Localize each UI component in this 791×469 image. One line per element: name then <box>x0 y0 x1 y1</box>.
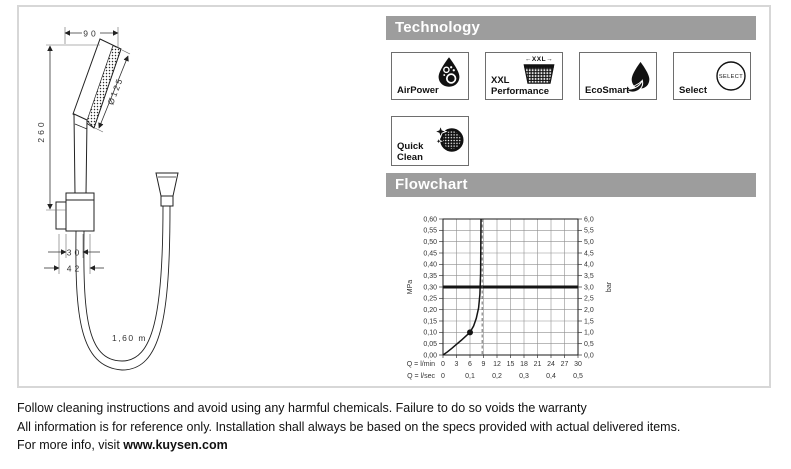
footer-notes: Follow cleaning instructions and avoid u… <box>17 399 767 455</box>
dimension-holder-30: 30 <box>48 248 100 258</box>
select-icon-text: SELECT <box>719 74 743 80</box>
x-tick-label: 6 <box>468 361 472 368</box>
xxl-arrows-caption: ←XXL→ <box>524 56 554 63</box>
badge-xxl-label-line2: Performance <box>491 85 550 97</box>
y-left-tick-label: 0,10 <box>423 330 437 337</box>
badge-quickclean-label-line2: Clean <box>397 151 423 163</box>
dimension-holder-42: 42 <box>44 264 104 274</box>
x-row-label: Q = l/min <box>407 361 435 368</box>
x-tick-label: 0,4 <box>546 373 556 380</box>
x-tick-label: 0,5 <box>573 373 583 380</box>
y-right-unit-label: bar <box>606 281 613 292</box>
footer-line-1: Follow cleaning instructions and avoid u… <box>17 401 587 415</box>
x-row-label: Q = l/sec <box>407 373 435 380</box>
y-left-tick-label: 0,25 <box>423 296 437 303</box>
badge-xxl-performance: ←XXL→ XXL Performance <box>485 52 563 100</box>
dim-90-label: 90 <box>83 29 98 39</box>
y-right-tick-label: 3,5 <box>584 273 594 280</box>
shower-hose <box>75 205 171 371</box>
y-left-tick-label: 0,00 <box>423 352 437 359</box>
y-right-tick-label: 4,5 <box>584 250 594 257</box>
badge-quickclean-label: Quick Clean <box>397 141 424 163</box>
y-right-tick-label: 2,5 <box>584 296 594 303</box>
y-right-tick-label: 5,0 <box>584 239 594 246</box>
dim-260-label: 260 <box>36 119 46 142</box>
hose-connector <box>155 172 179 207</box>
footer-line-3: For more info, visit www.kuysen.com <box>17 436 767 455</box>
shower-head <box>72 38 122 195</box>
x-tick-label: 9 <box>482 361 486 368</box>
badge-airpower: AirPower <box>391 52 469 100</box>
airpower-drop-bubbles-icon <box>438 57 460 87</box>
extension-lines <box>46 27 131 274</box>
flow-chart: 0,00 0,00,05 0,50,10 1,00,15 1,50,20 2,00,25 2… <box>407 216 613 380</box>
badge-quickclean: Quick Clean <box>391 116 469 166</box>
x-tick-label: 0,2 <box>492 373 502 380</box>
handshower-technical-drawing: 90 260 Ø125 30 42 1,60 m <box>36 27 179 371</box>
footer-line-2: All information is for reference only. I… <box>17 419 681 434</box>
badge-ecosmart-label: EcoSmart <box>585 84 630 96</box>
y-left-tick-label: 0,50 <box>423 239 437 246</box>
kuysen-url: www.kuysen.com <box>123 438 228 452</box>
y-left-tick-label: 0,35 <box>423 273 437 280</box>
x-tick-label: 24 <box>547 361 555 368</box>
x-tick-label: 12 <box>493 361 501 368</box>
y-right-tick-label: 5,5 <box>584 228 594 235</box>
dim-42-label: 42 <box>67 264 82 274</box>
x-tick-label: 21 <box>534 361 542 368</box>
ecosmart-drop-leaf-icon <box>623 62 650 93</box>
badge-select-label: Select <box>679 84 707 96</box>
y-right-tick-label: 1,0 <box>584 330 594 337</box>
x-tick-label: 18 <box>520 361 528 368</box>
x-tick-label: 0,1 <box>465 373 475 380</box>
xxl-icon-wrap: ←XXL→ <box>519 56 559 90</box>
select-circle-icon: SELECT <box>716 61 746 91</box>
y-left-tick-label: 0,60 <box>423 216 437 223</box>
curve-marker-dot <box>467 329 473 336</box>
y-right-tick-label: 4,0 <box>584 262 594 269</box>
x-tick-label: 15 <box>507 361 515 368</box>
x-tick-label: 30 <box>574 361 582 368</box>
footer-line-3-prefix: For more info, visit <box>17 438 124 452</box>
x-tick-label: 0,3 <box>519 373 529 380</box>
y-left-tick-label: 0,20 <box>423 307 437 314</box>
technology-section-header: Technology <box>386 16 756 40</box>
y-right-tick-label: 0,0 <box>584 352 594 359</box>
y-right-tick-label: 1,5 <box>584 318 594 325</box>
y-left-tick-label: 0,45 <box>423 250 437 257</box>
y-left-tick-label: 0,30 <box>423 284 437 291</box>
y-left-tick-label: 0,05 <box>423 341 437 348</box>
y-right-tick-label: 6,0 <box>584 216 594 223</box>
y-right-tick-label: 2,0 <box>584 307 594 314</box>
dimension-width-90: 90 <box>64 27 119 39</box>
y-left-tick-label: 0,40 <box>423 262 437 269</box>
dim-30-label: 30 <box>67 248 82 258</box>
x-tick-label: 0 <box>441 361 445 368</box>
badge-xxl-label-line1: XXL <box>491 75 510 86</box>
x-tick-label: 0 <box>441 373 445 380</box>
y-right-tick-label: 0,5 <box>584 341 594 348</box>
badge-xxl-label: XXL Performance <box>491 75 550 97</box>
y-right-tick-label: 3,0 <box>584 284 594 291</box>
y-left-tick-label: 0,15 <box>423 318 437 325</box>
y-left-unit-label: MPa <box>407 280 414 295</box>
wall-holder <box>55 192 95 232</box>
dimension-height-260: 260 <box>36 45 53 210</box>
badge-quickclean-label-line1: Quick <box>397 141 424 152</box>
y-left-tick-label: 0,55 <box>423 228 437 235</box>
badge-ecosmart: EcoSmart <box>579 52 657 100</box>
hose-length-label: 1,60 m <box>112 333 147 343</box>
flowchart-section-header: Flowchart <box>386 173 756 197</box>
quickclean-sparkle-face-icon <box>433 125 464 152</box>
x-tick-label: 27 <box>561 361 569 368</box>
x-tick-label: 3 <box>455 361 459 368</box>
badge-select: SELECT Select <box>673 52 751 100</box>
badge-airpower-label: AirPower <box>397 84 439 96</box>
xxl-spray-face-icon <box>523 64 555 84</box>
technology-badges-row: AirPower ←XXL→ XXL Pe <box>391 52 751 100</box>
